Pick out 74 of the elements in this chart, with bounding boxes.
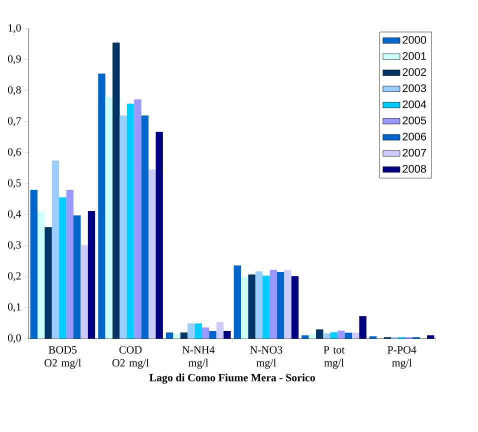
bar [224, 330, 231, 339]
bar [30, 190, 38, 339]
bar [141, 115, 149, 339]
bar [166, 332, 174, 339]
y-tick-label: 0,9 [8, 55, 21, 64]
bar [105, 96, 113, 339]
legend-label: 2008 [402, 164, 426, 173]
bar [188, 324, 195, 339]
bar [359, 316, 366, 339]
legend-label: 2004 [402, 100, 426, 108]
legend-label: 2000 [402, 36, 426, 44]
legend-label: 2002 [402, 68, 426, 76]
bar [134, 99, 142, 339]
bar [180, 332, 188, 339]
bar [338, 330, 345, 339]
x-axis-title: Lago di Como Fiume Mera - Sorico [149, 374, 315, 384]
bar [148, 169, 156, 339]
bar [202, 328, 210, 339]
bar [323, 333, 330, 339]
y-tick-label: 0,5 [8, 179, 21, 188]
legend-label: 2006 [402, 132, 426, 140]
bar [270, 270, 277, 339]
x-tick-label: N-NH4 mg/l [182, 346, 215, 369]
bar [234, 266, 241, 339]
bar [173, 334, 180, 339]
bar [126, 104, 134, 339]
y-tick-label: 0,2 [8, 272, 21, 282]
bar [277, 272, 284, 339]
y-tick-label: 0,1 [8, 303, 21, 312]
y-tick-label: 0,3 [8, 241, 21, 250]
bar [209, 330, 216, 339]
bar [291, 276, 299, 339]
bar [66, 190, 74, 339]
bar [330, 332, 338, 339]
y-tick-label: 0,4 [8, 210, 22, 220]
bar [308, 334, 316, 339]
bar [44, 227, 52, 339]
bar [316, 329, 324, 339]
bar [302, 335, 309, 339]
x-tick-label: BOD5 O2 mg/l [44, 346, 82, 369]
bar [427, 335, 434, 339]
bar [216, 322, 224, 339]
legend-label: 2003 [402, 84, 426, 92]
bar [344, 332, 352, 339]
bar [352, 332, 360, 339]
bar [74, 215, 81, 339]
bar [112, 42, 120, 339]
x-tick-label: N-NO3 mg/l [250, 346, 282, 369]
x-tick-label: COD O2 mg/l [112, 346, 149, 369]
bar [248, 274, 256, 339]
y-tick-label: 1,0 [8, 24, 21, 34]
y-tick-label: 0,8 [8, 86, 21, 96]
bar [38, 212, 45, 339]
legend-label: 2001 [402, 52, 426, 60]
y-tick-label: 0,6 [8, 148, 21, 158]
x-tick-label: P-PO4 mg/l [388, 346, 416, 369]
bar [156, 132, 163, 339]
y-tick-label: 0,7 [8, 117, 21, 126]
bar [88, 210, 96, 339]
bar [284, 270, 292, 339]
bar [241, 276, 248, 339]
bar [194, 324, 202, 339]
legend-label: 2005 [402, 116, 426, 124]
bar [98, 74, 106, 339]
bar [59, 197, 66, 339]
bar [369, 336, 377, 339]
y-tick-label: 0,0 [8, 334, 21, 344]
x-tick-label: P tot mg/l [324, 346, 345, 369]
bar [120, 115, 127, 339]
bar [80, 245, 88, 339]
legend-label: 2007 [402, 148, 426, 157]
bar [255, 271, 263, 339]
bar [52, 160, 60, 339]
bar [262, 276, 270, 339]
